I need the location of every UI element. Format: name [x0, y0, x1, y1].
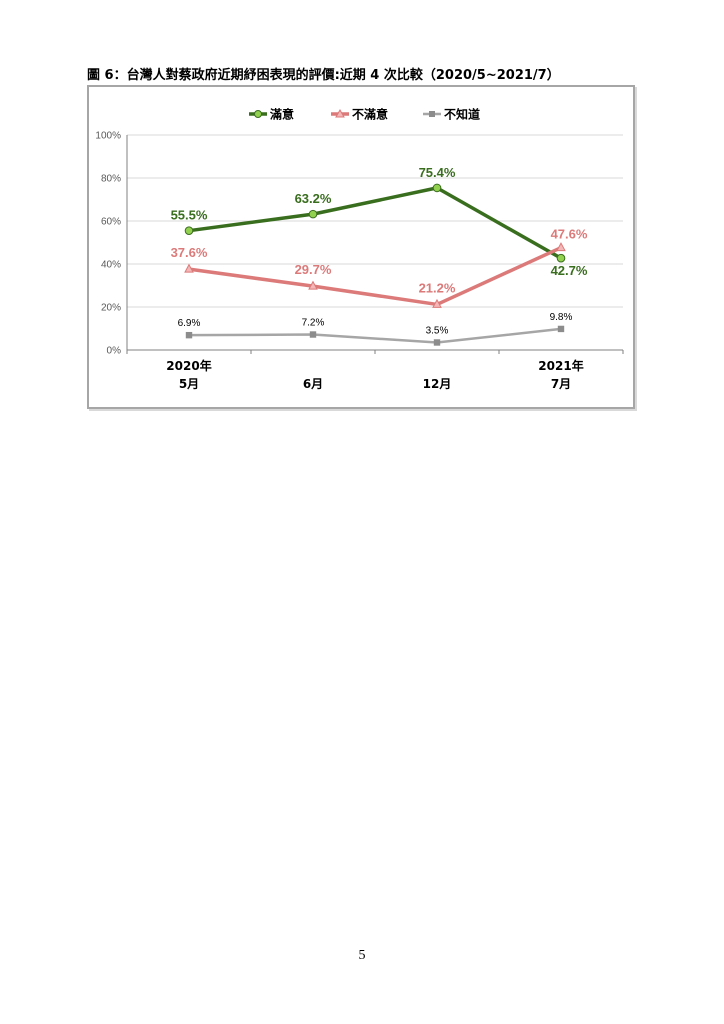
legend-label: 不滿意: [352, 107, 388, 122]
x-category-label: 5月: [179, 377, 199, 391]
data-label: 63.2%: [295, 191, 332, 206]
figure-caption: 圖 6：台灣人對蔡政府近期紓困表現的評價:近期 4 次比較（2020/5~202…: [87, 68, 560, 83]
data-label: 47.6%: [551, 227, 588, 242]
data-point: [185, 331, 193, 339]
chart-frame: 0% 20% 40% 60% 80% 100% 2020年 5月 6月 12月 2021年 7月 55.…: [87, 85, 635, 409]
data-label: 75.4%: [419, 165, 456, 180]
data-label: 7.2%: [302, 318, 325, 329]
x-category-label: 2020年: [166, 358, 211, 373]
line-chart: 0% 20% 40% 60% 80% 100% 2020年 5月 6月 12月 2021年 7月 55.…: [95, 107, 624, 391]
series-line-1: [188, 246, 562, 307]
data-label: 42.7%: [551, 263, 588, 278]
y-tick-label: 60%: [101, 217, 121, 228]
legend-label: 滿意: [270, 107, 294, 122]
x-category-label: 6月: [303, 377, 323, 391]
data-point: [432, 183, 442, 193]
page-number: 5: [358, 948, 366, 963]
data-point: [308, 209, 318, 219]
data-point: [184, 226, 194, 235]
data-point: [557, 325, 565, 333]
legend-label: 不知道: [444, 107, 480, 122]
legend-marker: [429, 111, 435, 117]
data-point: [308, 280, 318, 290]
data-label: 9.8%: [550, 312, 573, 323]
y-tick-label: 0%: [107, 346, 122, 357]
data-label: 21.2%: [419, 280, 456, 295]
data-point: [556, 253, 566, 263]
y-tick-label: 80%: [101, 174, 121, 185]
x-category-label: 2021年: [538, 358, 583, 373]
data-point: [556, 242, 566, 252]
y-tick-label: 40%: [101, 260, 121, 271]
data-point: [184, 263, 194, 273]
series-line-2: [188, 327, 562, 344]
y-tick-label: 100%: [95, 131, 121, 142]
data-point: [432, 298, 442, 308]
y-tick-label: 20%: [101, 303, 121, 314]
data-point: [309, 331, 317, 338]
data-label: 55.5%: [171, 208, 208, 223]
x-category-label: 12月: [423, 377, 452, 391]
data-point: [433, 339, 441, 346]
data-label: 37.6%: [171, 245, 208, 260]
series-line-0: [188, 186, 562, 260]
legend-marker: [254, 110, 262, 118]
legend-marker: [335, 108, 345, 118]
data-label: 29.7%: [295, 262, 332, 277]
data-label: 6.9%: [178, 318, 201, 329]
data-label: 3.5%: [426, 325, 449, 336]
x-category-label: 7月: [551, 377, 571, 391]
